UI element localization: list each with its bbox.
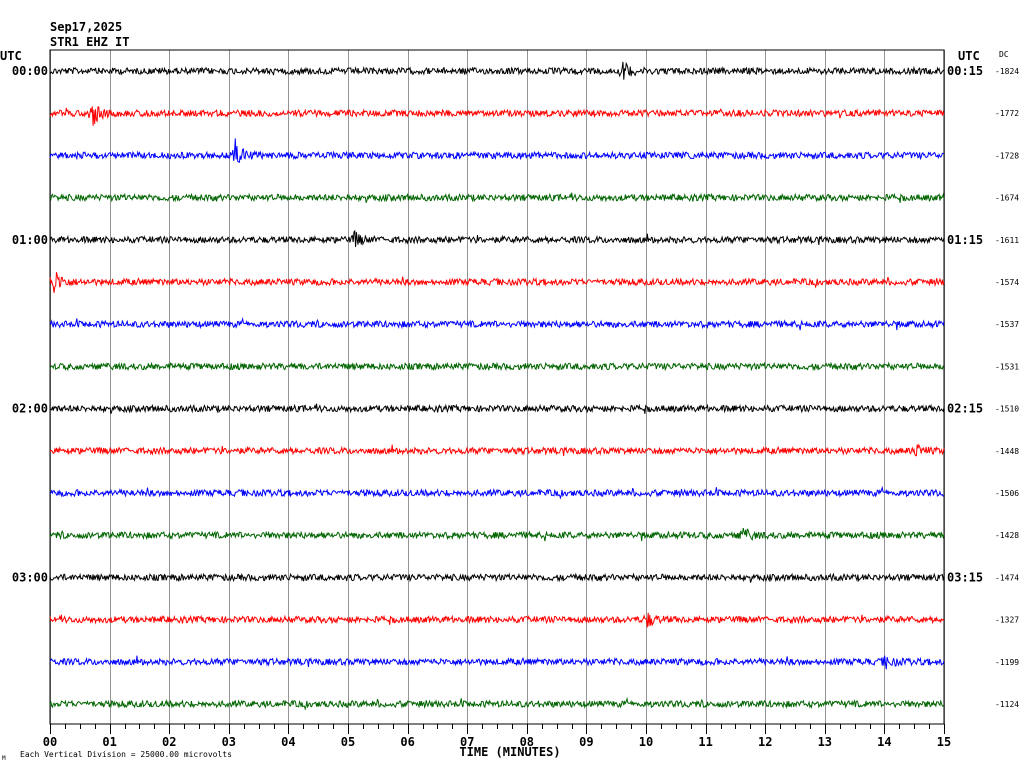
row-time-label-right: 00:15	[947, 64, 983, 78]
trace-row-6	[49, 316, 945, 331]
date-label: Sep17,2025	[50, 20, 123, 34]
trace-row-9	[49, 443, 945, 457]
row-dc-value: -1772	[995, 109, 1019, 118]
row-dc-value: -1574	[995, 278, 1019, 287]
row-dc-value: -1674	[995, 194, 1019, 203]
x-tick-label: 08	[520, 735, 534, 749]
row-dc-value: -1506	[995, 489, 1019, 498]
trace-row-15	[49, 696, 945, 711]
x-tick-label: 05	[341, 735, 355, 749]
x-axis-title: TIME (MINUTES)	[459, 745, 560, 759]
row-dc-value: -1327	[995, 616, 1019, 625]
x-tick-label: 12	[758, 735, 772, 749]
right-utc-label: UTC	[958, 49, 980, 63]
trace-row-12	[49, 572, 945, 583]
x-tick-label: 14	[877, 735, 891, 749]
scale-note: Each Vertical Division = 25000.00 microv…	[20, 750, 232, 759]
trace-row-14	[49, 655, 945, 670]
row-dc-value: -1824	[995, 67, 1019, 76]
row-dc-value: -1728	[995, 151, 1019, 160]
dc-header-label: DC	[999, 50, 1009, 59]
x-tick-label: 11	[698, 735, 712, 749]
row-dc-value: -1428	[995, 531, 1019, 540]
row-dc-value: -1474	[995, 573, 1019, 582]
row-dc-value: -1531	[995, 362, 1019, 371]
corner-mark: M	[2, 755, 6, 762]
trace-row-0	[49, 61, 945, 80]
x-tick-label: 13	[818, 735, 832, 749]
trace-row-13	[49, 612, 945, 628]
left-utc-label: UTC	[0, 49, 22, 63]
trace-row-7	[49, 361, 945, 372]
seismic-traces	[49, 61, 945, 711]
trace-row-10	[49, 485, 945, 500]
x-tick-label: 09	[579, 735, 593, 749]
trace-row-8	[49, 403, 945, 414]
row-dc-value: -1448	[995, 447, 1019, 456]
chart-grid	[49, 49, 945, 734]
row-time-label-left: 00:00	[12, 64, 48, 78]
row-dc-value: -1611	[995, 236, 1019, 245]
trace-row-1	[49, 106, 945, 126]
row-time-label-right: 01:15	[947, 233, 983, 247]
station-label: STR1 EHZ IT	[50, 35, 130, 49]
trace-row-5	[49, 272, 945, 293]
x-tick-label: 10	[639, 735, 653, 749]
row-dc-value: -1537	[995, 320, 1019, 329]
row-dc-value: -1510	[995, 405, 1019, 414]
row-time-label-left: 03:00	[12, 570, 48, 584]
x-tick-label: 04	[281, 735, 295, 749]
x-tick-label: 03	[222, 735, 236, 749]
row-dc-value: -1124	[995, 700, 1019, 709]
x-tick-label: 01	[102, 735, 116, 749]
x-tick-label: 06	[400, 735, 414, 749]
chart-labels: 00 01 02 03 04 05 06 07 08 09 10 11 12 13 14 15 00:00 00:…	[12, 64, 1019, 749]
row-dc-value: -1199	[995, 658, 1019, 667]
x-tick-label: 15	[937, 735, 951, 749]
trace-row-11	[49, 527, 945, 542]
x-tick-label: 00	[43, 735, 57, 749]
row-time-label-right: 02:15	[947, 402, 983, 416]
trace-row-4	[49, 229, 945, 247]
row-time-label-right: 03:15	[947, 570, 983, 584]
row-time-label-left: 01:00	[12, 233, 48, 247]
trace-row-2	[49, 138, 945, 163]
trace-row-3	[49, 192, 945, 203]
x-tick-label: 02	[162, 735, 176, 749]
row-time-label-left: 02:00	[12, 402, 48, 416]
x-tick-label: 07	[460, 735, 474, 749]
